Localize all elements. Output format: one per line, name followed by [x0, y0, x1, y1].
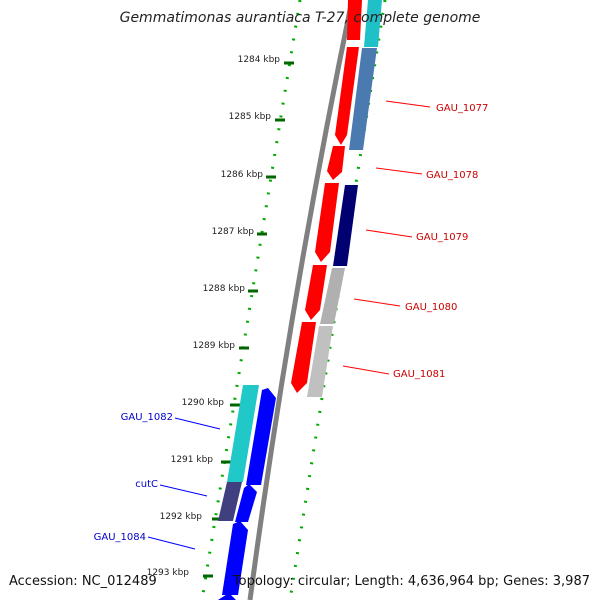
callout-line: [147, 536, 196, 550]
forward-gene-arrow[interactable]: [305, 265, 327, 320]
feature-bar[interactable]: [320, 268, 345, 324]
reverse-gene-arrow[interactable]: [222, 521, 248, 595]
callout-line: [375, 167, 423, 175]
feature-bar[interactable]: [307, 326, 333, 397]
kbp-label: 1293 kbp: [147, 568, 190, 578]
reverse-gene-arrow[interactable]: [218, 593, 236, 600]
reverse-strand-genes: [218, 385, 276, 600]
gene-label-gau-1084[interactable]: GAU_1084: [94, 532, 146, 543]
forward-gene-arrow[interactable]: [347, 0, 362, 40]
forward-gene-arrow[interactable]: [335, 47, 359, 145]
kbp-label: 1290 kbp: [182, 398, 225, 408]
gene-label-cutc[interactable]: cutC: [135, 479, 158, 490]
callout-line: [159, 484, 208, 497]
kbp-label: 1287 kbp: [212, 227, 255, 237]
feature-bar[interactable]: [333, 185, 358, 266]
gene-label-gau-1081[interactable]: GAU_1081: [393, 369, 445, 380]
callout-line: [342, 365, 390, 375]
reverse-gene-bar[interactable]: [227, 385, 259, 482]
kbp-label: 1285 kbp: [229, 112, 272, 122]
reverse-gene-bar[interactable]: [218, 482, 242, 521]
reverse-gene-arrow[interactable]: [246, 388, 276, 485]
forward-gene-callouts: [342, 100, 431, 375]
feature-bars: [307, 0, 382, 397]
callout-line: [365, 229, 413, 238]
gene-label-gau-1077[interactable]: GAU_1077: [436, 103, 488, 114]
callout-line: [353, 298, 401, 307]
topology-text: Topology: circular; Length: 4,636,964 bp…: [232, 574, 590, 589]
kbp-label: 1286 kbp: [221, 170, 264, 180]
forward-gene-arrow[interactable]: [327, 146, 345, 180]
feature-bar[interactable]: [364, 0, 382, 47]
kbp-label: 1292 kbp: [160, 512, 203, 522]
page-title: Gemmatimonas aurantiaca T-27, complete g…: [119, 10, 481, 26]
accession-text: Accession: NC_012489: [9, 574, 157, 589]
genome-backbone: [247, 0, 355, 600]
kbp-label: 1288 kbp: [203, 284, 246, 294]
gene-label-gau-1080[interactable]: GAU_1080: [405, 302, 457, 313]
kbp-labels: 1284 kbp 1285 kbp 1286 kbp 1287 kbp 1288…: [147, 55, 281, 578]
reverse-gene-labels: GAU_1082 cutC GAU_1084: [94, 412, 173, 543]
feature-bar[interactable]: [349, 48, 377, 150]
forward-strand-genes: [291, 0, 362, 393]
gene-label-gau-1078[interactable]: GAU_1078: [426, 170, 478, 181]
kbp-label: 1284 kbp: [238, 55, 281, 65]
forward-gene-arrow[interactable]: [315, 183, 339, 262]
reverse-gene-callouts: [147, 417, 221, 550]
forward-gene-arrow[interactable]: [291, 322, 316, 393]
gene-label-gau-1079[interactable]: GAU_1079: [416, 232, 468, 243]
kbp-label: 1291 kbp: [171, 455, 214, 465]
callout-line: [174, 417, 221, 430]
kbp-label: 1289 kbp: [193, 341, 236, 351]
callout-line: [385, 100, 431, 108]
gene-label-gau-1082[interactable]: GAU_1082: [121, 412, 173, 423]
reverse-gene-arrow[interactable]: [235, 484, 257, 522]
forward-gene-labels: GAU_1077 GAU_1078 GAU_1079 GAU_1080 GAU_…: [393, 103, 488, 380]
